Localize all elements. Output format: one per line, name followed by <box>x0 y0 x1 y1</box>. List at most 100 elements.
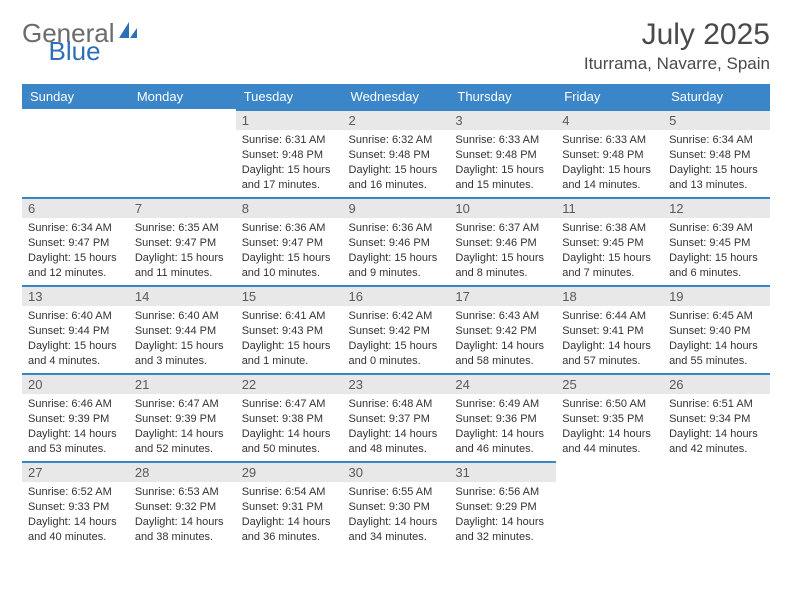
cell-details: Sunrise: 6:56 AMSunset: 9:29 PMDaylight:… <box>449 482 556 547</box>
date-number: 24 <box>449 373 556 394</box>
cell-details: Sunrise: 6:51 AMSunset: 9:34 PMDaylight:… <box>663 394 770 459</box>
day-header-wed: Wednesday <box>343 84 450 109</box>
calendar-cell: 20Sunrise: 6:46 AMSunset: 9:39 PMDayligh… <box>22 373 129 461</box>
calendar-cell: 19Sunrise: 6:45 AMSunset: 9:40 PMDayligh… <box>663 285 770 373</box>
day-header-sat: Saturday <box>663 84 770 109</box>
calendar-cell <box>22 109 129 197</box>
calendar-cell: 27Sunrise: 6:52 AMSunset: 9:33 PMDayligh… <box>22 461 129 547</box>
cell-details: Sunrise: 6:34 AMSunset: 9:48 PMDaylight:… <box>663 130 770 195</box>
date-number: 26 <box>663 373 770 394</box>
date-number: 28 <box>129 461 236 482</box>
date-number: 16 <box>343 285 450 306</box>
day-header-mon: Monday <box>129 84 236 109</box>
calendar-cell: 4Sunrise: 6:33 AMSunset: 9:48 PMDaylight… <box>556 109 663 197</box>
logo: General Blue <box>22 18 191 49</box>
calendar-cell: 28Sunrise: 6:53 AMSunset: 9:32 PMDayligh… <box>129 461 236 547</box>
cell-details: Sunrise: 6:55 AMSunset: 9:30 PMDaylight:… <box>343 482 450 547</box>
date-number: 11 <box>556 197 663 218</box>
calendar-cell <box>129 109 236 197</box>
calendar-cell: 14Sunrise: 6:40 AMSunset: 9:44 PMDayligh… <box>129 285 236 373</box>
location-text: Iturrama, Navarre, Spain <box>584 54 770 74</box>
date-number: 10 <box>449 197 556 218</box>
calendar-cell: 15Sunrise: 6:41 AMSunset: 9:43 PMDayligh… <box>236 285 343 373</box>
calendar-row: 13Sunrise: 6:40 AMSunset: 9:44 PMDayligh… <box>22 285 770 373</box>
date-number: 5 <box>663 109 770 130</box>
calendar-cell: 23Sunrise: 6:48 AMSunset: 9:37 PMDayligh… <box>343 373 450 461</box>
calendar-row: 20Sunrise: 6:46 AMSunset: 9:39 PMDayligh… <box>22 373 770 461</box>
calendar-cell <box>663 461 770 547</box>
calendar-cell: 18Sunrise: 6:44 AMSunset: 9:41 PMDayligh… <box>556 285 663 373</box>
date-number: 19 <box>663 285 770 306</box>
calendar-cell: 16Sunrise: 6:42 AMSunset: 9:42 PMDayligh… <box>343 285 450 373</box>
cell-details: Sunrise: 6:38 AMSunset: 9:45 PMDaylight:… <box>556 218 663 283</box>
cell-details: Sunrise: 6:46 AMSunset: 9:39 PMDaylight:… <box>22 394 129 459</box>
cell-details: Sunrise: 6:33 AMSunset: 9:48 PMDaylight:… <box>556 130 663 195</box>
cell-details: Sunrise: 6:33 AMSunset: 9:48 PMDaylight:… <box>449 130 556 195</box>
day-header-sun: Sunday <box>22 84 129 109</box>
cell-details: Sunrise: 6:31 AMSunset: 9:48 PMDaylight:… <box>236 130 343 195</box>
month-title: July 2025 <box>584 18 770 52</box>
calendar-cell: 6Sunrise: 6:34 AMSunset: 9:47 PMDaylight… <box>22 197 129 285</box>
cell-details: Sunrise: 6:47 AMSunset: 9:39 PMDaylight:… <box>129 394 236 459</box>
cell-details: Sunrise: 6:32 AMSunset: 9:48 PMDaylight:… <box>343 130 450 195</box>
calendar-cell: 12Sunrise: 6:39 AMSunset: 9:45 PMDayligh… <box>663 197 770 285</box>
calendar-cell: 17Sunrise: 6:43 AMSunset: 9:42 PMDayligh… <box>449 285 556 373</box>
calendar-cell: 30Sunrise: 6:55 AMSunset: 9:30 PMDayligh… <box>343 461 450 547</box>
date-number: 2 <box>343 109 450 130</box>
day-header-thu: Thursday <box>449 84 556 109</box>
cell-details: Sunrise: 6:50 AMSunset: 9:35 PMDaylight:… <box>556 394 663 459</box>
calendar-cell: 3Sunrise: 6:33 AMSunset: 9:48 PMDaylight… <box>449 109 556 197</box>
date-number: 7 <box>129 197 236 218</box>
date-number: 15 <box>236 285 343 306</box>
date-number: 29 <box>236 461 343 482</box>
date-number: 23 <box>343 373 450 394</box>
logo-text-blue: Blue <box>49 36 101 66</box>
calendar-cell: 1Sunrise: 6:31 AMSunset: 9:48 PMDaylight… <box>236 109 343 197</box>
title-block: July 2025 Iturrama, Navarre, Spain <box>584 18 770 74</box>
date-number: 12 <box>663 197 770 218</box>
date-number: 9 <box>343 197 450 218</box>
date-number: 13 <box>22 285 129 306</box>
calendar-cell: 9Sunrise: 6:36 AMSunset: 9:46 PMDaylight… <box>343 197 450 285</box>
calendar-cell: 29Sunrise: 6:54 AMSunset: 9:31 PMDayligh… <box>236 461 343 547</box>
date-number: 21 <box>129 373 236 394</box>
cell-details: Sunrise: 6:52 AMSunset: 9:33 PMDaylight:… <box>22 482 129 547</box>
cell-details: Sunrise: 6:35 AMSunset: 9:47 PMDaylight:… <box>129 218 236 283</box>
logo-sail-icon <box>117 20 139 45</box>
cell-details: Sunrise: 6:40 AMSunset: 9:44 PMDaylight:… <box>22 306 129 371</box>
date-number: 17 <box>449 285 556 306</box>
calendar-body: 1Sunrise: 6:31 AMSunset: 9:48 PMDaylight… <box>22 109 770 547</box>
cell-details: Sunrise: 6:41 AMSunset: 9:43 PMDaylight:… <box>236 306 343 371</box>
day-header-row: Sunday Monday Tuesday Wednesday Thursday… <box>22 84 770 109</box>
cell-details: Sunrise: 6:48 AMSunset: 9:37 PMDaylight:… <box>343 394 450 459</box>
day-header-tue: Tuesday <box>236 84 343 109</box>
date-number: 27 <box>22 461 129 482</box>
date-number: 18 <box>556 285 663 306</box>
calendar-cell: 21Sunrise: 6:47 AMSunset: 9:39 PMDayligh… <box>129 373 236 461</box>
calendar-cell <box>556 461 663 547</box>
date-number: 14 <box>129 285 236 306</box>
calendar-cell: 26Sunrise: 6:51 AMSunset: 9:34 PMDayligh… <box>663 373 770 461</box>
calendar-table: Sunday Monday Tuesday Wednesday Thursday… <box>22 84 770 547</box>
calendar-cell: 11Sunrise: 6:38 AMSunset: 9:45 PMDayligh… <box>556 197 663 285</box>
date-number: 31 <box>449 461 556 482</box>
cell-details: Sunrise: 6:43 AMSunset: 9:42 PMDaylight:… <box>449 306 556 371</box>
calendar-cell: 24Sunrise: 6:49 AMSunset: 9:36 PMDayligh… <box>449 373 556 461</box>
date-number: 25 <box>556 373 663 394</box>
date-number: 20 <box>22 373 129 394</box>
cell-details: Sunrise: 6:39 AMSunset: 9:45 PMDaylight:… <box>663 218 770 283</box>
calendar-cell: 31Sunrise: 6:56 AMSunset: 9:29 PMDayligh… <box>449 461 556 547</box>
calendar-row: 27Sunrise: 6:52 AMSunset: 9:33 PMDayligh… <box>22 461 770 547</box>
date-number: 4 <box>556 109 663 130</box>
cell-details: Sunrise: 6:40 AMSunset: 9:44 PMDaylight:… <box>129 306 236 371</box>
cell-details: Sunrise: 6:34 AMSunset: 9:47 PMDaylight:… <box>22 218 129 283</box>
cell-details: Sunrise: 6:36 AMSunset: 9:46 PMDaylight:… <box>343 218 450 283</box>
calendar-cell: 10Sunrise: 6:37 AMSunset: 9:46 PMDayligh… <box>449 197 556 285</box>
date-number: 6 <box>22 197 129 218</box>
calendar-row: 6Sunrise: 6:34 AMSunset: 9:47 PMDaylight… <box>22 197 770 285</box>
cell-details: Sunrise: 6:53 AMSunset: 9:32 PMDaylight:… <box>129 482 236 547</box>
calendar-cell: 8Sunrise: 6:36 AMSunset: 9:47 PMDaylight… <box>236 197 343 285</box>
cell-details: Sunrise: 6:42 AMSunset: 9:42 PMDaylight:… <box>343 306 450 371</box>
date-number: 30 <box>343 461 450 482</box>
cell-details: Sunrise: 6:36 AMSunset: 9:47 PMDaylight:… <box>236 218 343 283</box>
